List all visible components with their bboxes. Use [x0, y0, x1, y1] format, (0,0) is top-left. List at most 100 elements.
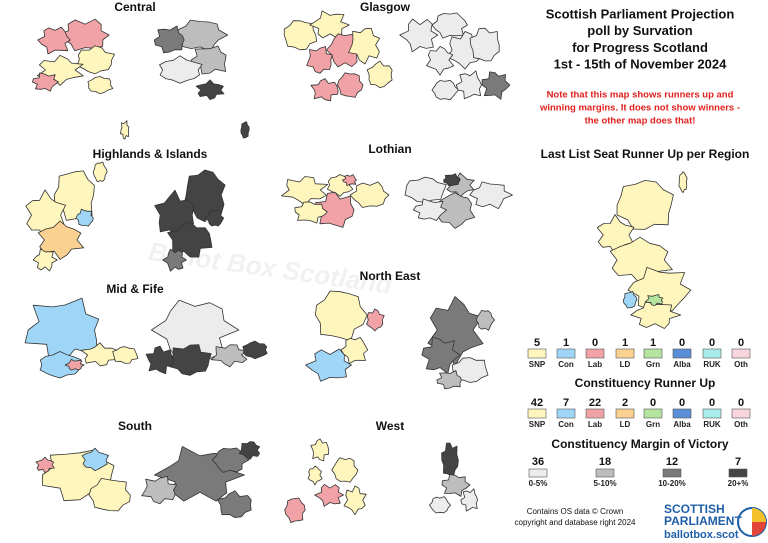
constituency-shape: [88, 477, 131, 512]
party-label: LD: [620, 420, 631, 429]
constituency-shape: [348, 27, 381, 65]
seat-count: 1: [650, 337, 656, 349]
seat-count: 1: [563, 337, 569, 349]
constituency-shape: [32, 72, 59, 92]
constituency-shape: [366, 308, 385, 332]
band-label: 20+%: [728, 479, 749, 488]
constituency-shape: [627, 266, 692, 312]
constituency-shape: [399, 18, 439, 53]
legend-swatch: [672, 348, 692, 359]
legend-swatch: [615, 348, 635, 359]
constituency-shape: [336, 72, 364, 98]
constituency-shape: [421, 336, 461, 375]
constituency-shape: [630, 300, 682, 329]
seat-count: 18: [599, 456, 611, 468]
constituency-shape: [475, 309, 496, 331]
constituency-shape: [92, 161, 108, 183]
legend-swatch: [702, 348, 722, 359]
constituency-shape: [37, 220, 84, 260]
seat-count: 0: [679, 397, 685, 409]
seat-count: 0: [592, 337, 598, 349]
region-title: North East: [360, 269, 421, 283]
legend-swatch: [643, 348, 663, 359]
constituency-shape: [242, 340, 268, 360]
constituency-shape: [240, 121, 250, 139]
seat-count: 0: [738, 397, 744, 409]
party-label: RUK: [703, 420, 721, 429]
constituency-shape: [238, 441, 261, 460]
legend-swatch: [556, 348, 576, 359]
region-title: Central: [114, 0, 155, 14]
constituency-shape: [120, 120, 130, 140]
constituency-shape: [431, 79, 460, 101]
logo-site: ballotbox.scot: [664, 529, 739, 541]
region-title: Highlands & Islands: [93, 147, 208, 161]
constituency-shape: [349, 181, 390, 208]
constituency-shape: [431, 12, 468, 39]
constituency-shape: [429, 496, 452, 514]
legend-swatch: [585, 348, 605, 359]
constituency-shape: [37, 26, 71, 55]
credit: copyright and database right 2024: [515, 518, 637, 527]
note: Note that this map shows runners up and: [547, 90, 734, 101]
legend-swatch: [528, 468, 548, 478]
constituency-shape: [678, 171, 688, 194]
seat-count: 5: [534, 337, 540, 349]
party-label: SNP: [529, 360, 546, 369]
note: the other map does that!: [585, 116, 696, 127]
constituency-shape: [284, 497, 306, 523]
seat-count: 0: [709, 397, 715, 409]
legend-title: Last List Seat Runner Up per Region: [541, 147, 750, 161]
region-title: Mid & Fife: [106, 282, 164, 296]
constituency-shape: [341, 174, 357, 187]
constituency-shape: [616, 179, 674, 230]
seat-count: 12: [666, 456, 678, 468]
constituency-shape: [280, 176, 329, 206]
legend-swatch: [662, 468, 682, 478]
constituency-shape: [80, 342, 119, 367]
party-label: Con: [558, 420, 574, 429]
legend-swatch: [643, 408, 663, 419]
seat-count: 0: [738, 337, 744, 349]
seat-count: 36: [532, 456, 544, 468]
seat-count: 22: [589, 397, 601, 409]
constituency-shape: [460, 488, 479, 512]
constituency-shape: [314, 290, 368, 342]
logo-text: SCOTTISH: [664, 502, 725, 516]
legend-swatch: [731, 348, 751, 359]
constituency-shape: [645, 294, 664, 306]
party-label: RUK: [703, 360, 721, 369]
band-label: 0-5%: [529, 479, 548, 488]
constituency-shape: [64, 358, 85, 371]
constituency-shape: [622, 290, 638, 309]
constituency-shape: [310, 438, 330, 462]
band-label: 5-10%: [593, 479, 616, 488]
constituency-shape: [305, 348, 352, 382]
party-label: Grn: [646, 420, 660, 429]
seat-count: 7: [563, 397, 569, 409]
party-label: Grn: [646, 360, 660, 369]
constituency-shape: [294, 201, 328, 224]
logo-wedge: [752, 508, 766, 522]
constituency-shape: [451, 357, 489, 383]
constituency-shape: [340, 336, 369, 365]
constituency-shape: [75, 208, 94, 227]
constituency-shape: [412, 198, 448, 221]
constituency-shape: [167, 221, 213, 258]
constituency-shape: [441, 442, 459, 478]
constituency-shape: [76, 45, 115, 75]
seat-count: 0: [650, 397, 656, 409]
region-title: South: [118, 419, 152, 433]
constituency-shape: [469, 27, 500, 62]
constituency-shape: [81, 447, 109, 472]
constituency-shape: [195, 79, 225, 100]
legend-swatch: [728, 468, 748, 478]
constituency-shape: [145, 345, 174, 375]
logo-text: PARLIAMENT: [664, 514, 742, 528]
constituency-shape: [455, 70, 482, 100]
legend-swatch: [595, 468, 615, 478]
constituency-shape: [210, 344, 248, 368]
constituency-shape: [343, 485, 367, 516]
constituency-shape: [469, 181, 513, 210]
constituency-shape: [87, 76, 114, 95]
